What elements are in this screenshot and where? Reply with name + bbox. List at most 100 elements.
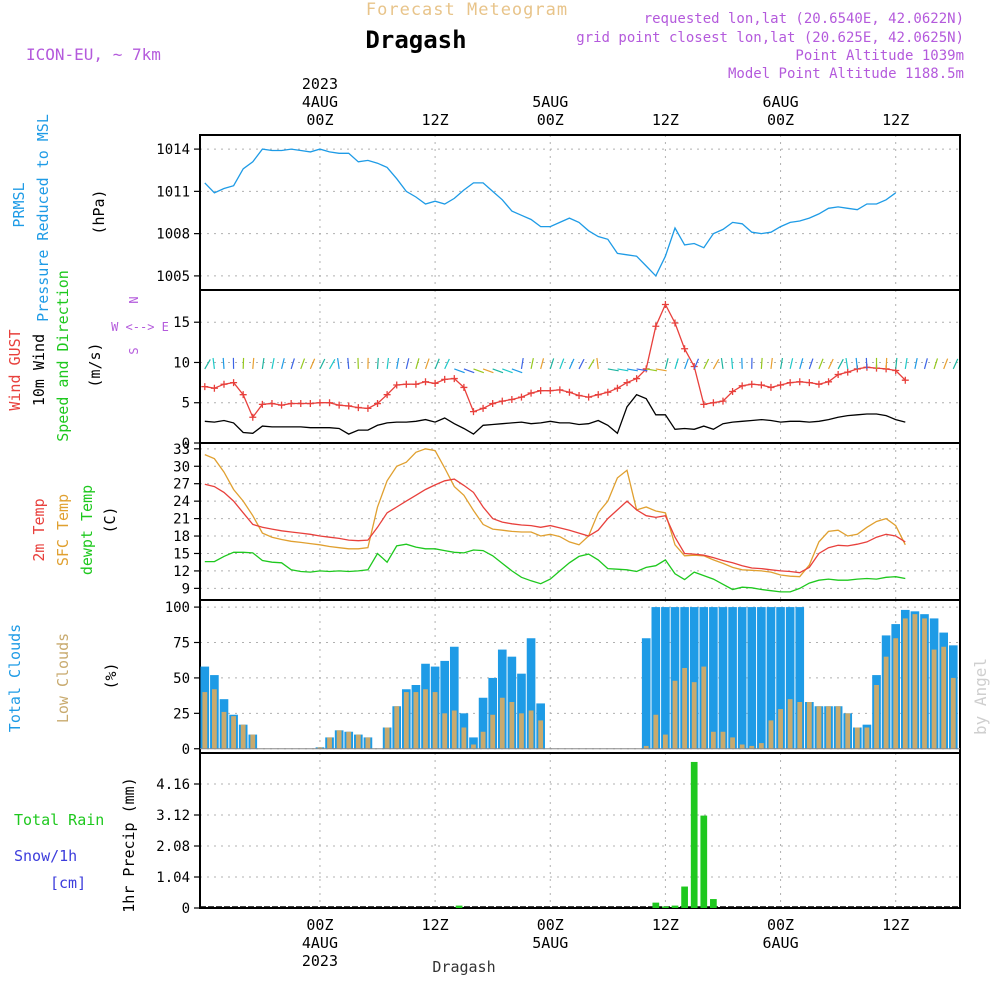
y-tick-label: 12 — [173, 564, 190, 580]
gust-marker — [815, 380, 823, 388]
y-tick-label: 4.16 — [156, 777, 190, 793]
total-cloud-bar — [651, 607, 661, 749]
total-cloud-bar — [689, 607, 699, 749]
low-cloud-bar — [643, 745, 649, 749]
rain-bar — [662, 906, 669, 908]
wind-direction-arrow — [703, 358, 710, 370]
gust-marker — [306, 400, 314, 408]
y-tick-label: 30 — [173, 459, 190, 475]
y-tick-label: 18 — [173, 529, 190, 545]
total-cloud-bar — [747, 607, 757, 749]
gust-marker — [249, 413, 257, 421]
wind-direction-arrow — [520, 357, 524, 370]
wind-direction-arrow — [789, 358, 794, 370]
wind-direction-arrow — [712, 359, 720, 370]
gust-marker — [623, 379, 631, 387]
wind-direction-arrow — [424, 358, 430, 370]
gust-marker — [383, 391, 391, 399]
low-cloud-bar — [202, 692, 208, 749]
wind-direction-arrow — [502, 368, 513, 374]
gust-marker — [210, 384, 218, 392]
sfc-temp-line — [204, 448, 906, 578]
low-cloud-bar — [691, 682, 697, 749]
wind-direction-arrow — [444, 358, 450, 370]
low-cloud-bar — [902, 618, 908, 749]
total-cloud-bar — [469, 737, 478, 749]
wind-direction-arrow — [568, 358, 575, 370]
wind-direction-arrow — [347, 357, 350, 369]
total-cloud-bar — [795, 607, 805, 749]
total-clouds-label: Total Clouds — [6, 624, 24, 732]
gust-marker — [700, 400, 708, 408]
wind-direction-arrow — [636, 368, 648, 372]
low-cloud-bar — [394, 706, 400, 749]
wind-direction-arrow — [607, 368, 619, 372]
gust-marker — [230, 379, 238, 387]
rain-bar — [690, 761, 698, 908]
panel-frame — [199, 752, 961, 909]
low-cloud-bar — [912, 614, 918, 749]
low-cloud-bar — [816, 706, 822, 749]
bottom-time-label: 00Z — [537, 916, 564, 934]
low-cloud-bar — [758, 743, 764, 749]
low-cloud-bar — [346, 731, 352, 749]
y-tick-label: 100 — [165, 600, 190, 616]
total-cloud-bar — [776, 607, 785, 749]
wind-direction-arrow — [885, 357, 888, 369]
gust-marker — [757, 381, 765, 389]
low-cloud-bar — [480, 731, 486, 749]
gust-marker — [825, 378, 833, 386]
y-tick-label: 27 — [173, 477, 190, 493]
gust-marker — [354, 404, 362, 412]
low-cloud-bar — [211, 689, 217, 749]
gust-marker — [901, 376, 909, 384]
low-cloud-bar — [442, 713, 448, 749]
total-cloud-bar — [517, 673, 526, 749]
gust-marker — [239, 391, 247, 399]
rain-bar — [700, 815, 708, 908]
gust-marker — [796, 378, 804, 386]
total-cloud-bar — [526, 638, 536, 749]
wind-direction-arrow — [808, 358, 814, 370]
gust-marker — [565, 388, 573, 396]
low-cloud-bar — [749, 745, 755, 749]
wind-direction-arrow — [837, 358, 844, 370]
wind-direction-arrow — [376, 357, 379, 369]
compass-s: S — [127, 347, 141, 354]
total-cloud-bar — [785, 607, 795, 749]
snow-label: Snow/1h — [14, 847, 77, 865]
low-cloud-bar — [922, 618, 927, 749]
low-cloud-bar — [739, 744, 745, 749]
low-clouds-label: Low Clouds — [54, 633, 72, 723]
low-cloud-bar — [509, 702, 515, 749]
pressure-label: PRMSL — [10, 182, 28, 227]
y-tick-label: 1005 — [156, 269, 190, 285]
y-tick-label: 1008 — [156, 227, 190, 243]
rain-bar — [671, 905, 679, 908]
gust-marker — [489, 400, 497, 408]
low-cloud-bar — [797, 702, 803, 749]
top-time-label: 2023 — [302, 75, 338, 93]
model-altitude: Model Point Altitude 1188.5m — [728, 66, 964, 82]
top-time-label: 4AUG — [302, 93, 338, 111]
gust-marker — [258, 400, 266, 408]
low-cloud-bar — [672, 680, 678, 749]
gust-marker — [537, 387, 545, 395]
panel-1: 1005 1008 1011 1014 — [156, 134, 961, 291]
low-cloud-bar — [432, 692, 438, 749]
low-cloud-bar — [355, 734, 361, 749]
panel-2: 0 5 10 15 — [173, 289, 961, 452]
point-altitude: Point Altitude 1039m — [795, 48, 964, 64]
bottom-time-label: 12Z — [422, 916, 449, 934]
gust-marker — [613, 384, 621, 392]
wind-direction-arrow — [290, 358, 295, 370]
total-cloud-bar — [641, 638, 651, 749]
gust-marker — [469, 408, 477, 416]
requested-coords: requested lon,lat (20.6540E, 42.0622N) — [644, 11, 964, 27]
gust-marker — [287, 400, 295, 408]
low-cloud-bar — [874, 685, 879, 749]
low-cloud-bar — [701, 666, 707, 749]
low-cloud-bar — [490, 714, 496, 749]
wind-direction-arrow — [271, 358, 275, 370]
